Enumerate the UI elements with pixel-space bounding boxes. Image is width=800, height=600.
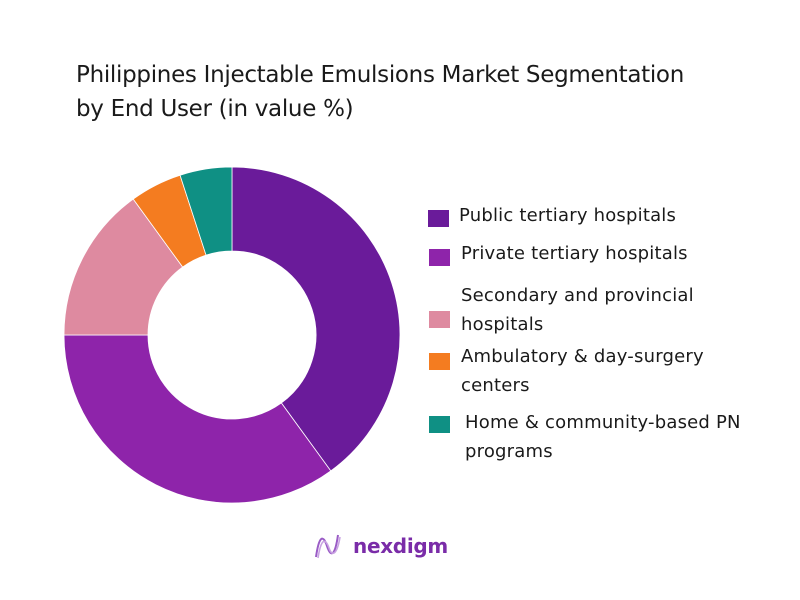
chart-title-line-1: Philippines Injectable Emulsions Market …	[76, 62, 684, 88]
legend-swatch	[429, 416, 450, 433]
legend-swatch	[429, 311, 450, 328]
legend-swatch	[429, 249, 450, 266]
legend-label: Private tertiary hospitals	[461, 243, 688, 264]
legend-label: Public tertiary hospitals	[459, 205, 677, 226]
legend-label: Ambulatory & day-surgery centers	[461, 346, 704, 396]
donut-segment-home-community-based-pn-programs	[179, 166, 233, 256]
legend-swatch	[428, 210, 449, 227]
legend-swatch	[429, 353, 450, 370]
chart-title-line-2: by End User (in value %)	[76, 96, 354, 122]
nexdigm-logo: nexdigm	[313, 530, 448, 562]
donut-segment-public-tertiary-hospitals	[231, 166, 401, 472]
legend-label: Secondary and provincial hospitals	[461, 285, 694, 335]
legend-label: Home & community-based PN programs	[465, 412, 741, 462]
donut-segment-private-tertiary-hospitals	[63, 334, 332, 504]
nexdigm-wave-icon	[315, 534, 341, 559]
chart-title: Philippines Injectable Emulsions Market …	[76, 58, 796, 126]
brand-name: nexdigm	[353, 534, 448, 558]
